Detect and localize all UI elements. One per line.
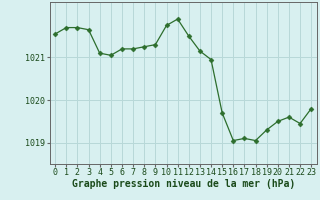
X-axis label: Graphe pression niveau de la mer (hPa): Graphe pression niveau de la mer (hPa) (72, 179, 295, 189)
